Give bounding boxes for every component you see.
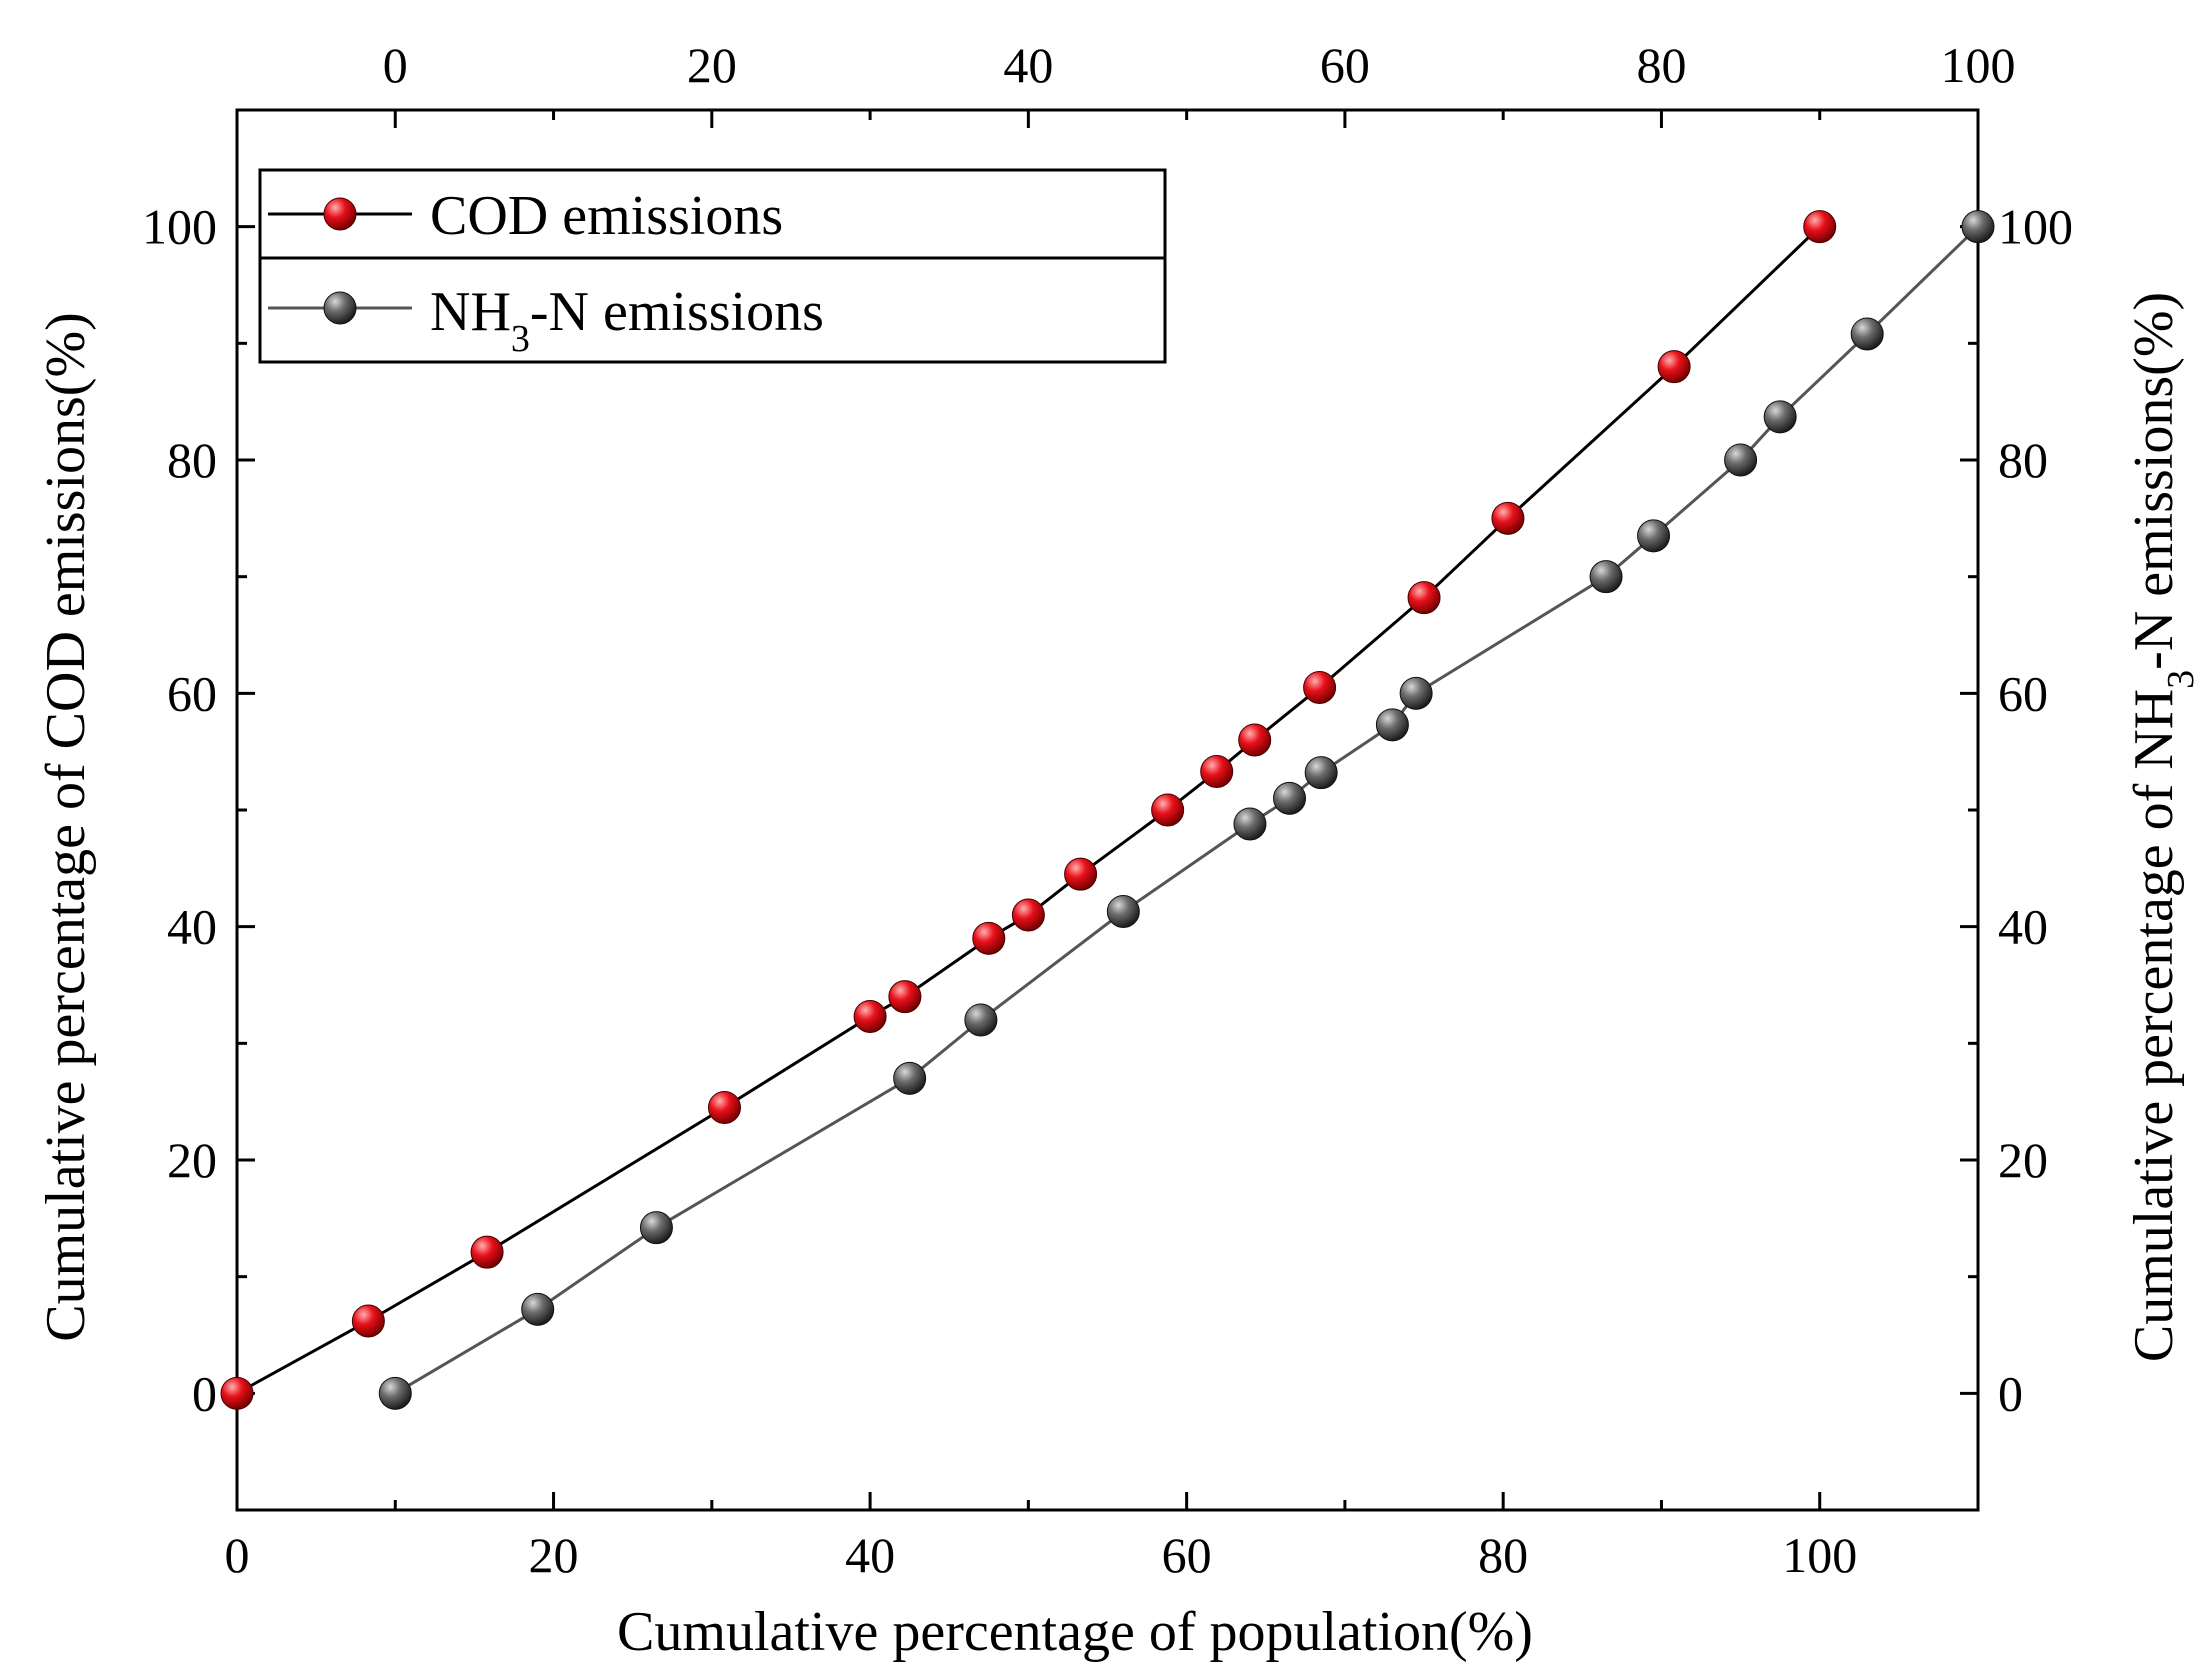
legend-label-nh3n-post: -N emissions xyxy=(530,281,824,343)
top-x-tick-label: 100 xyxy=(1941,37,2016,93)
bottom-x-tick-label: 60 xyxy=(1162,1527,1212,1583)
data-point-nh3n xyxy=(1273,781,1307,815)
right-y-tick-label: 40 xyxy=(1998,899,2048,955)
top-x-axis: 0 20 40 60 80 100 xyxy=(383,37,2016,128)
data-point-cod xyxy=(707,1091,741,1124)
data-point-cod xyxy=(1803,210,1837,244)
data-point-cod xyxy=(1064,857,1098,891)
top-x-tick-label: 20 xyxy=(687,37,737,93)
data-point-cod xyxy=(853,1000,887,1033)
data-point-cod xyxy=(1303,671,1337,704)
left-y-tick-label: 60 xyxy=(167,665,217,721)
data-point-nh3n xyxy=(1850,317,1884,351)
top-x-tick-label: 60 xyxy=(1320,37,1370,93)
data-point-nh3n xyxy=(1763,400,1797,434)
bottom-x-tick-label: 40 xyxy=(845,1527,895,1583)
data-point-cod xyxy=(972,921,1006,955)
left-y-tick-label: 100 xyxy=(142,199,217,255)
top-x-tick-label: 80 xyxy=(1636,37,1686,93)
data-point-cod xyxy=(1011,898,1045,932)
legend-marker-cod xyxy=(323,197,357,231)
legend: COD emissions NH3-N emissions xyxy=(258,168,1167,364)
data-point-nh3n xyxy=(1304,756,1338,790)
data-point-nh3n xyxy=(1961,210,1995,244)
bottom-x-tick-label: 0 xyxy=(225,1527,250,1583)
left-y-tick-label: 20 xyxy=(167,1132,217,1188)
bottom-x-tick-label: 20 xyxy=(529,1527,579,1583)
right-y-tick-label: 80 xyxy=(1998,432,2048,488)
left-y-axis-title: Cumulative percentage of COD emissions(%… xyxy=(35,312,97,1342)
bottom-x-axis: 0 20 40 60 80 100 xyxy=(225,1492,1857,1583)
data-point-nh3n xyxy=(1106,895,1140,928)
legend-label-nh3n: NH3-N emissions xyxy=(430,281,824,360)
right-y-tick-label: 100 xyxy=(1998,199,2073,255)
legend-label-nh3n-pre: NH xyxy=(430,281,511,343)
data-point-cod xyxy=(888,980,922,1014)
data-point-nh3n xyxy=(964,1003,998,1037)
legend-label-cod: COD emissions xyxy=(430,185,783,247)
right-y-axis-title-sub: 3 xyxy=(2160,670,2202,689)
data-point-nh3n xyxy=(521,1292,555,1326)
left-y-tick-label: 80 xyxy=(167,432,217,488)
data-point-nh3n xyxy=(1399,676,1433,710)
bottom-x-tick-label: 80 xyxy=(1478,1527,1528,1583)
data-point-nh3n xyxy=(1637,519,1671,553)
top-x-tick-label: 0 xyxy=(383,37,408,93)
data-point-nh3n xyxy=(893,1061,927,1095)
data-point-cod xyxy=(470,1235,504,1269)
data-point-nh3n xyxy=(1724,443,1758,477)
series-layer xyxy=(220,210,1995,1410)
right-y-tick-label: 20 xyxy=(1998,1132,2048,1188)
right-y-tick-label: 60 xyxy=(1998,665,2048,721)
x-axis-title: Cumulative percentage of population(%) xyxy=(617,1601,1533,1663)
right-y-axis-title-pre: Cumulative percentage of NH xyxy=(2123,689,2185,1362)
data-point-cod xyxy=(351,1304,385,1338)
data-point-nh3n xyxy=(1375,708,1409,742)
data-point-nh3n xyxy=(1233,807,1267,841)
left-y-tick-label: 40 xyxy=(167,899,217,955)
legend-label-nh3n-sub: 3 xyxy=(511,318,530,360)
right-y-axis: 0 20 40 60 80 100 xyxy=(1960,108,2073,1512)
left-y-axis: 0 20 40 60 80 100 xyxy=(142,108,255,1512)
right-y-tick-label: 0 xyxy=(1998,1365,2023,1421)
legend-entry-cod: COD emissions xyxy=(268,185,783,247)
legend-entry-nh3n: NH3-N emissions xyxy=(268,281,824,360)
series-line-cod xyxy=(236,225,1821,1395)
data-point-cod xyxy=(1151,793,1185,827)
bottom-x-tick-label: 100 xyxy=(1782,1527,1857,1583)
data-point-cod xyxy=(1657,350,1691,384)
legend-box xyxy=(258,168,1167,364)
series-line-nh3n xyxy=(394,225,1980,1395)
right-y-axis-title: Cumulative percentage of NH3-N emissions… xyxy=(2123,292,2202,1362)
data-point-cod xyxy=(220,1376,254,1410)
data-point-nh3n xyxy=(378,1376,412,1410)
data-point-cod xyxy=(1238,723,1272,757)
right-y-axis-title-post: -N emissions(%) xyxy=(2123,292,2185,670)
data-point-cod xyxy=(1407,581,1441,615)
legend-marker-nh3n xyxy=(323,291,357,325)
data-point-nh3n xyxy=(1589,560,1623,594)
data-point-cod xyxy=(1491,501,1525,535)
left-y-tick-label: 0 xyxy=(192,1365,217,1421)
top-x-tick-label: 40 xyxy=(1003,37,1053,93)
data-point-nh3n xyxy=(639,1211,673,1245)
data-point-cod xyxy=(1200,755,1234,788)
